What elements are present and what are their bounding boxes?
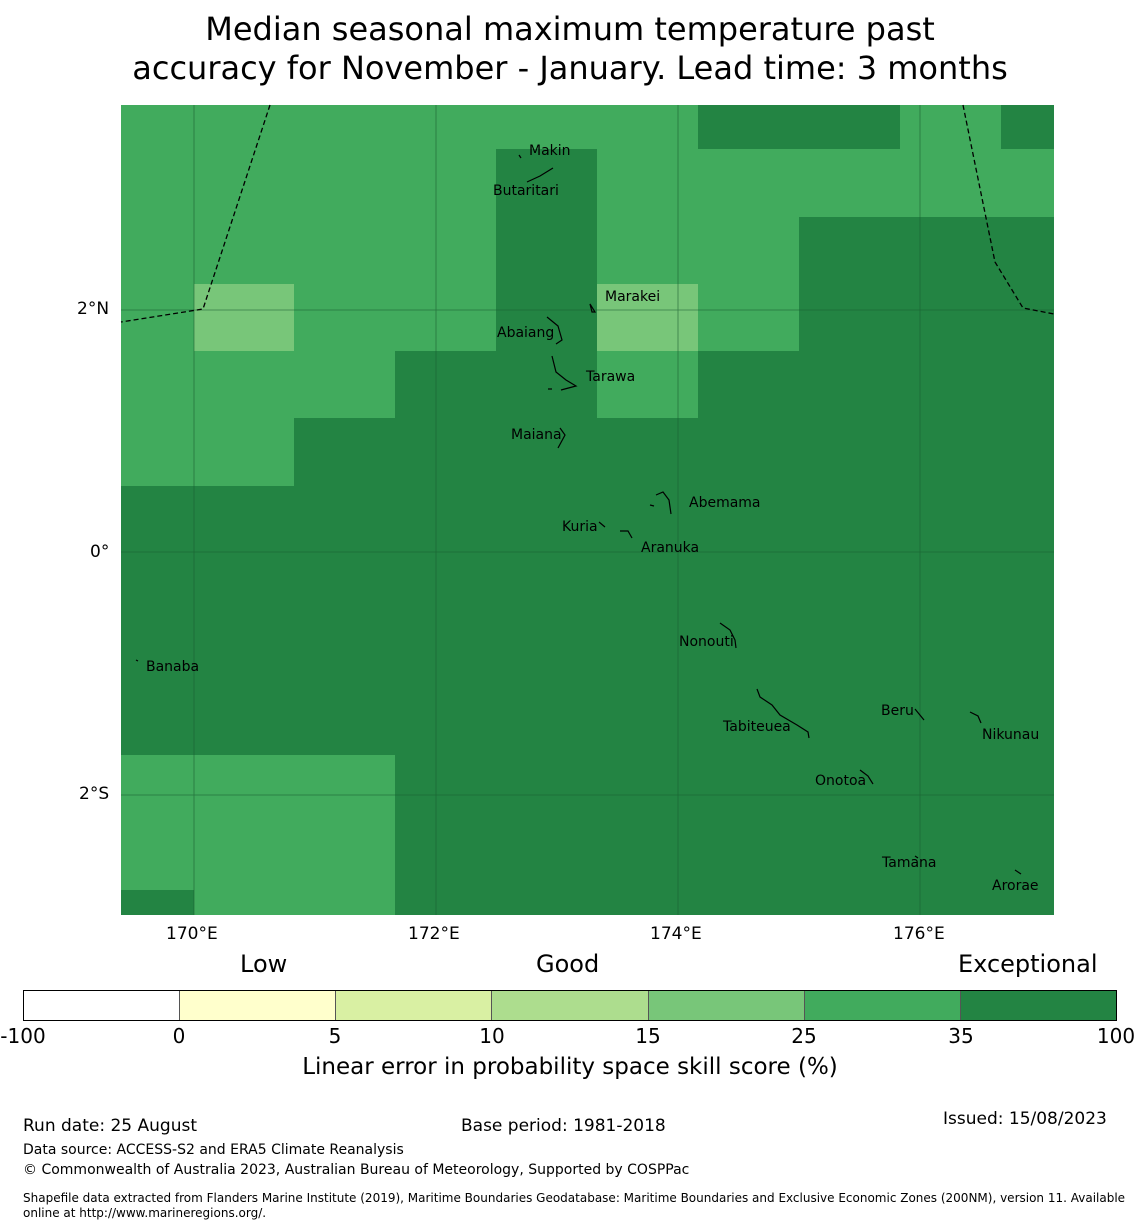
island-label-abaiang: Abaiang	[497, 325, 554, 341]
x-tick-170e: 170°E	[166, 924, 218, 944]
colorbar-tick: -100	[0, 1024, 46, 1048]
island-label-nonouti: Nonouti	[679, 634, 734, 650]
eez-boundary	[120, 104, 1055, 323]
run-date: Run date: 25 August	[23, 1116, 197, 1136]
island-outlines	[135, 154, 1022, 875]
colorbar-label: Linear error in probability space skill …	[302, 1054, 838, 1080]
copyright: © Commonwealth of Australia 2023, Austra…	[23, 1162, 690, 1178]
island-label-tamana: Tamana	[881, 855, 936, 871]
title-line-1: Median seasonal maximum temperature past	[205, 10, 935, 48]
colorbar-bin-25-35	[804, 991, 961, 1020]
skill-map: Makin Butaritari Marakei Abaiang Tarawa …	[120, 104, 1055, 915]
island-label-butaritari: Butaritari	[493, 183, 559, 199]
island-label-abemama: Abemama	[689, 495, 761, 511]
colorbar-bin-35-100	[960, 991, 1116, 1020]
shapefile-credit: Shapefile data extracted from Flanders M…	[23, 1191, 1126, 1220]
colorbar-tick: 25	[791, 1024, 817, 1048]
island-label-beru: Beru	[881, 703, 914, 719]
data-source: Data source: ACCESS-S2 and ERA5 Climate …	[23, 1142, 404, 1158]
colorbar-tick: 10	[479, 1024, 505, 1048]
y-tick-2s: 2°S	[79, 784, 110, 804]
colorbar-bin-15-25	[648, 991, 805, 1020]
graticule	[121, 105, 1054, 915]
colorbar-tick: 35	[948, 1024, 974, 1048]
legend-category-low: Low	[240, 950, 288, 978]
legend-category-exceptional: Exceptional	[958, 950, 1098, 978]
island-label-arorae: Arorae	[992, 878, 1039, 894]
island-label-kuria: Kuria	[562, 519, 598, 535]
colorbar-bin-neg100-0	[24, 991, 181, 1020]
colorbar-tick: 5	[328, 1024, 342, 1048]
colorbar-tick: 0	[172, 1024, 186, 1048]
x-tick-174e: 174°E	[650, 924, 702, 944]
island-label-makin: Makin	[529, 143, 571, 159]
island-label-maiana: Maiana	[511, 427, 562, 443]
y-tick-2n: 2°N	[77, 299, 110, 319]
map-title: Median seasonal maximum temperature past…	[0, 10, 1140, 88]
colorbar-bin-5-10	[336, 991, 493, 1020]
island-label-nikunau: Nikunau	[982, 727, 1039, 743]
island-label-onotoa: Onotoa	[815, 773, 866, 789]
legend-category-good: Good	[536, 950, 600, 978]
x-tick-172e: 172°E	[408, 924, 460, 944]
island-label-tarawa: Tarawa	[585, 369, 635, 385]
colorbar	[23, 990, 1117, 1021]
colorbar-bin-0-5	[180, 991, 337, 1020]
issued-date: Issued: 15/08/2023	[943, 1109, 1107, 1129]
island-label-aranuka: Aranuka	[641, 540, 699, 556]
skill-15-25-regions	[194, 284, 698, 351]
y-tick-0: 0°	[90, 542, 110, 562]
title-line-2: accuracy for November - January. Lead ti…	[132, 49, 1008, 87]
island-labels: Makin Butaritari Marakei Abaiang Tarawa …	[146, 143, 1039, 894]
island-label-tabiteuea: Tabiteuea	[722, 719, 791, 735]
x-tick-176e: 176°E	[893, 924, 945, 944]
island-label-banaba: Banaba	[146, 659, 199, 675]
colorbar-bin-10-15	[492, 991, 649, 1020]
colorbar-tick: 15	[635, 1024, 661, 1048]
base-period: Base period: 1981-2018	[461, 1116, 666, 1136]
island-label-marakei: Marakei	[605, 289, 660, 305]
colorbar-tick: 100	[1096, 1024, 1136, 1048]
